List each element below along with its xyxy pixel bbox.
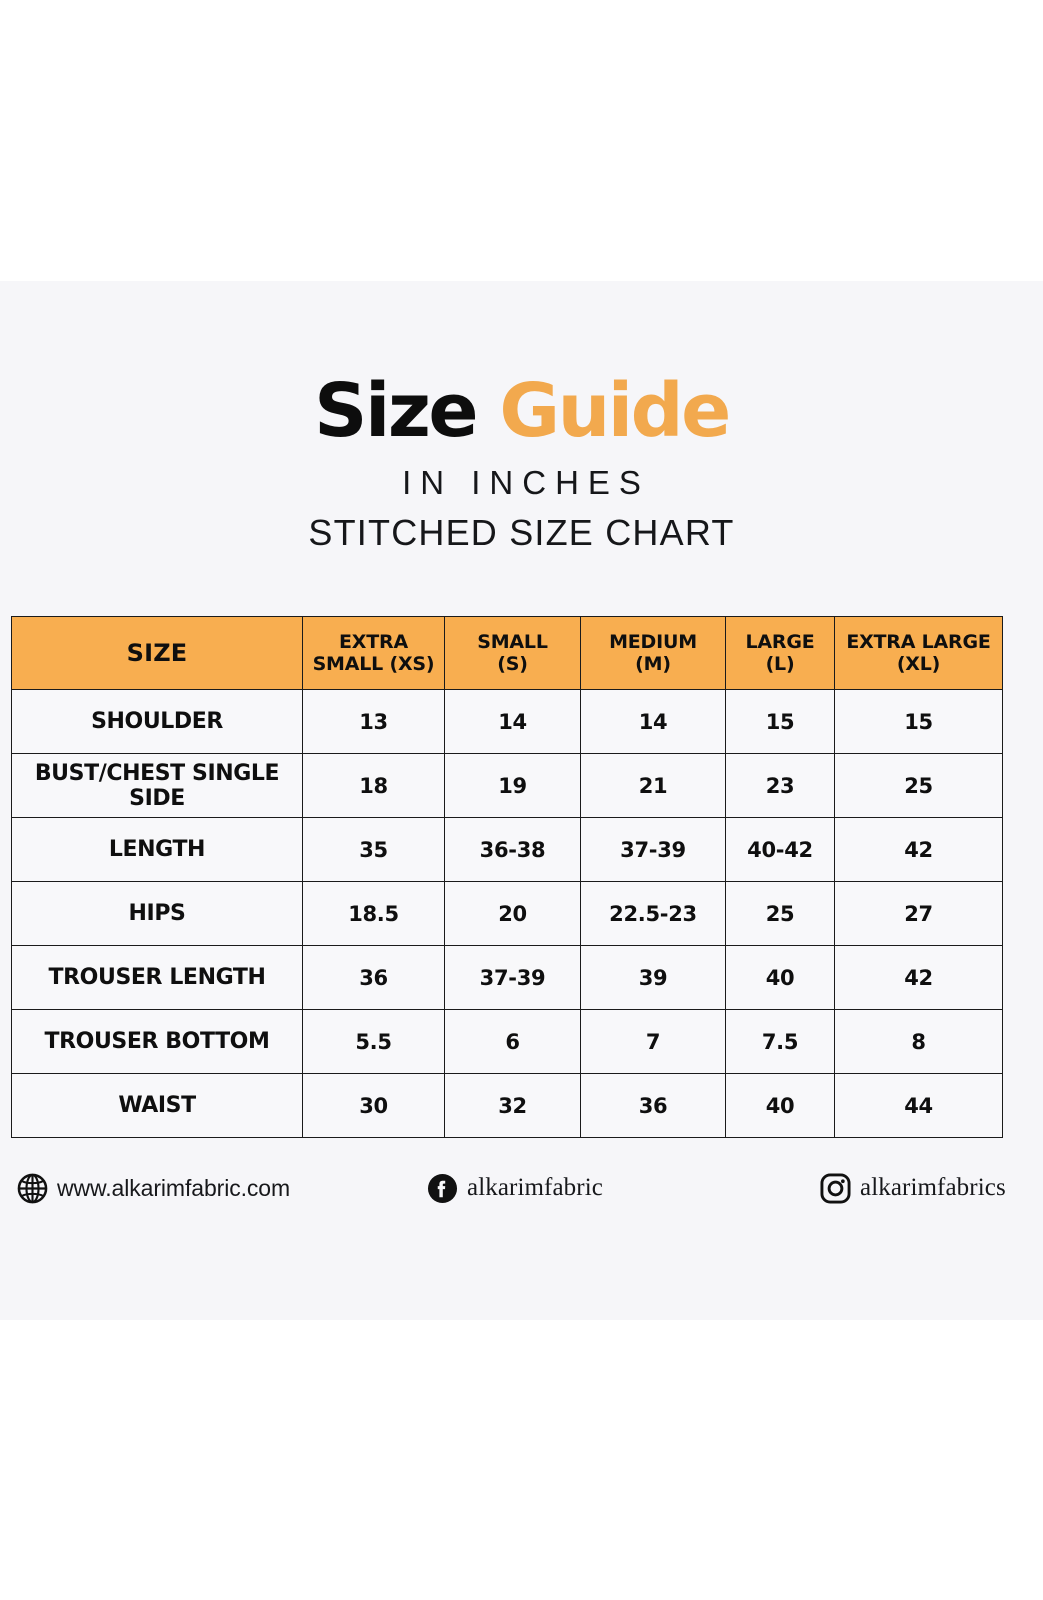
cell-trouser-bottom-s: 6 [444, 1009, 581, 1074]
cell-trouser-length-m: 39 [580, 945, 726, 1010]
cell-waist-xl: 44 [834, 1073, 1003, 1138]
footer: www.alkarimfabric.com alkarimfabric alka… [0, 1162, 1043, 1214]
cell-trouser-length-s: 37-39 [444, 945, 581, 1010]
cell-shoulder-l: 15 [725, 689, 835, 754]
row-label-trouser-length: TROUSER LENGTH [11, 945, 303, 1010]
table-row: SHOULDER 13 14 14 15 15 [11, 689, 1003, 754]
cell-trouser-bottom-l: 7.5 [725, 1009, 835, 1074]
table-row: BUST/CHEST SINGLE SIDE 18 19 21 23 25 [11, 753, 1003, 818]
cell-trouser-bottom-m: 7 [580, 1009, 726, 1074]
cell-waist-s: 32 [444, 1073, 581, 1138]
page-title-accent: Guide [499, 368, 731, 454]
footer-facebook[interactable]: alkarimfabric [427, 1162, 603, 1214]
cell-hips-l: 25 [725, 881, 835, 946]
cell-trouser-bottom-xs: 5.5 [302, 1009, 445, 1074]
cell-waist-l: 40 [725, 1073, 835, 1138]
row-label-trouser-bottom: TROUSER BOTTOM [11, 1009, 303, 1074]
cell-bust-xs: 18 [302, 753, 445, 818]
cell-length-s: 36-38 [444, 817, 581, 882]
cell-shoulder-xl: 15 [834, 689, 1003, 754]
cell-length-l: 40-42 [725, 817, 835, 882]
footer-website[interactable]: www.alkarimfabric.com [17, 1162, 290, 1214]
cell-length-m: 37-39 [580, 817, 726, 882]
cell-trouser-length-xs: 36 [302, 945, 445, 1010]
header-cell-size: SIZE [11, 616, 303, 690]
table-row: TROUSER BOTTOM 5.5 6 7 7.5 8 [11, 1009, 1003, 1074]
table-row: LENGTH 35 36-38 37-39 40-42 42 [11, 817, 1003, 882]
header-cell-l: LARGE (L) [725, 616, 835, 690]
cell-hips-m: 22.5-23 [580, 881, 726, 946]
cell-trouser-length-xl: 42 [834, 945, 1003, 1010]
table-row: WAIST 30 32 36 40 44 [11, 1073, 1003, 1138]
header-cell-m: MEDIUM (M) [580, 616, 726, 690]
cell-length-xs: 35 [302, 817, 445, 882]
page-title: Size Guide [0, 372, 1043, 450]
cell-hips-xl: 27 [834, 881, 1003, 946]
row-label-shoulder: SHOULDER [11, 689, 303, 754]
footer-facebook-text: alkarimfabric [467, 1174, 603, 1201]
footer-instagram-text: alkarimfabrics [860, 1174, 1006, 1201]
cell-hips-xs: 18.5 [302, 881, 445, 946]
cell-bust-s: 19 [444, 753, 581, 818]
row-label-waist: WAIST [11, 1073, 303, 1138]
cell-shoulder-s: 14 [444, 689, 581, 754]
subtitle-chart-type: STITCHED SIZE CHART [308, 512, 735, 553]
cell-waist-m: 36 [580, 1073, 726, 1138]
cell-shoulder-xs: 13 [302, 689, 445, 754]
row-label-hips: HIPS [11, 881, 303, 946]
cell-waist-xs: 30 [302, 1073, 445, 1138]
table-row: TROUSER LENGTH 36 37-39 39 40 42 [11, 945, 1003, 1010]
subtitle-units: IN INCHES [402, 464, 650, 501]
cell-bust-l: 23 [725, 753, 835, 818]
table-row: HIPS 18.5 20 22.5-23 25 27 [11, 881, 1003, 946]
row-label-length: LENGTH [11, 817, 303, 882]
header-cell-xs: EXTRA SMALL (XS) [302, 616, 445, 690]
header-cell-xl: EXTRA LARGE (XL) [834, 616, 1003, 690]
cell-bust-m: 21 [580, 753, 726, 818]
facebook-icon [427, 1173, 458, 1203]
globe-icon [17, 1173, 48, 1203]
footer-instagram[interactable]: alkarimfabrics [820, 1162, 1006, 1214]
instagram-icon [820, 1172, 851, 1204]
cell-length-xl: 42 [834, 817, 1003, 882]
cell-trouser-bottom-xl: 8 [834, 1009, 1003, 1074]
row-label-bust-chest: BUST/CHEST SINGLE SIDE [11, 753, 303, 818]
footer-website-text: www.alkarimfabric.com [57, 1174, 291, 1201]
header-cell-s: SMALL (S) [444, 616, 581, 690]
size-chart-table: SIZE EXTRA SMALL (XS) SMALL (S) MEDIUM (… [11, 616, 1003, 1138]
table-header-row: SIZE EXTRA SMALL (XS) SMALL (S) MEDIUM (… [11, 616, 1003, 690]
header-block: Size Guide IN INCHES STITCHED SIZE CHART [0, 372, 1043, 554]
page-title-dark: Size [314, 368, 478, 454]
cell-shoulder-m: 14 [580, 689, 726, 754]
cell-trouser-length-l: 40 [725, 945, 835, 1010]
cell-hips-s: 20 [444, 881, 581, 946]
cell-bust-xl: 25 [834, 753, 1003, 818]
